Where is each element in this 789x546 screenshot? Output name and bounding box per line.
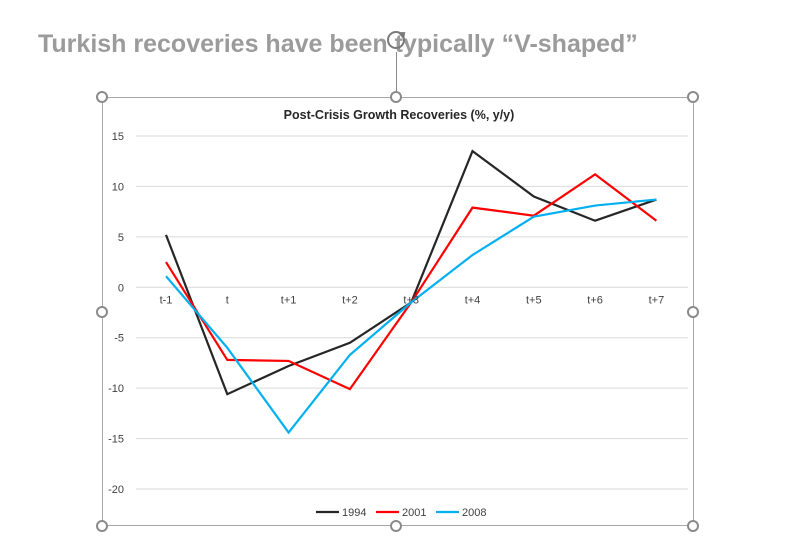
slide-title: Turkish recoveries have been typically “… xyxy=(38,30,638,58)
resize-handle-bottom-center[interactable] xyxy=(390,520,402,532)
x-tick-label: t xyxy=(226,294,229,306)
rotation-handle-stem xyxy=(396,52,397,93)
y-tick-label: -20 xyxy=(108,484,124,496)
legend-label-1994: 1994 xyxy=(342,507,366,519)
y-tick-label: -5 xyxy=(114,333,124,345)
y-tick-label: 15 xyxy=(112,131,124,143)
series-line-2008 xyxy=(165,198,657,435)
series-line-1994 xyxy=(164,149,657,396)
resize-handle-top-center[interactable] xyxy=(390,91,402,103)
y-tick-label: 5 xyxy=(118,232,124,244)
series-line-2001 xyxy=(165,172,658,391)
resize-handle-middle-right[interactable] xyxy=(687,306,699,318)
y-tick-label: 10 xyxy=(112,181,124,193)
y-tick-label: -10 xyxy=(108,383,124,395)
series-lines xyxy=(164,149,658,435)
legend-label-2001: 2001 xyxy=(402,507,426,519)
x-axis-ticks: t-1 t t+1 t+2 t+3 t+4 t+5 t+6 t+7 xyxy=(160,294,665,306)
x-tick-label: t+2 xyxy=(342,294,358,306)
x-tick-label: t+4 xyxy=(465,294,481,306)
x-tick-label: t-1 xyxy=(160,294,173,306)
x-tick-label: t+6 xyxy=(587,294,603,306)
chart-title: Post-Crisis Growth Recoveries (%, y/y) xyxy=(284,108,515,122)
legend-label-2008: 2008 xyxy=(462,507,486,519)
resize-handle-bottom-right[interactable] xyxy=(687,520,699,532)
y-tick-label: -15 xyxy=(108,434,124,446)
x-tick-label: t+7 xyxy=(649,294,665,306)
resize-handle-middle-left[interactable] xyxy=(96,306,108,318)
rotate-icon[interactable] xyxy=(387,31,405,49)
resize-handle-bottom-left[interactable] xyxy=(96,520,108,532)
gridlines xyxy=(136,135,688,490)
x-tick-label: t+3 xyxy=(403,294,419,306)
resize-handle-top-right[interactable] xyxy=(687,91,699,103)
x-tick-label: t+1 xyxy=(281,294,297,306)
y-tick-label: 0 xyxy=(118,282,124,294)
legend: 1994 2001 2008 xyxy=(316,507,486,519)
resize-handle-top-left[interactable] xyxy=(96,91,108,103)
x-tick-label: t+5 xyxy=(526,294,542,306)
y-axis-ticks: 15 10 5 0 -5 -10 -15 -20 xyxy=(108,131,124,496)
